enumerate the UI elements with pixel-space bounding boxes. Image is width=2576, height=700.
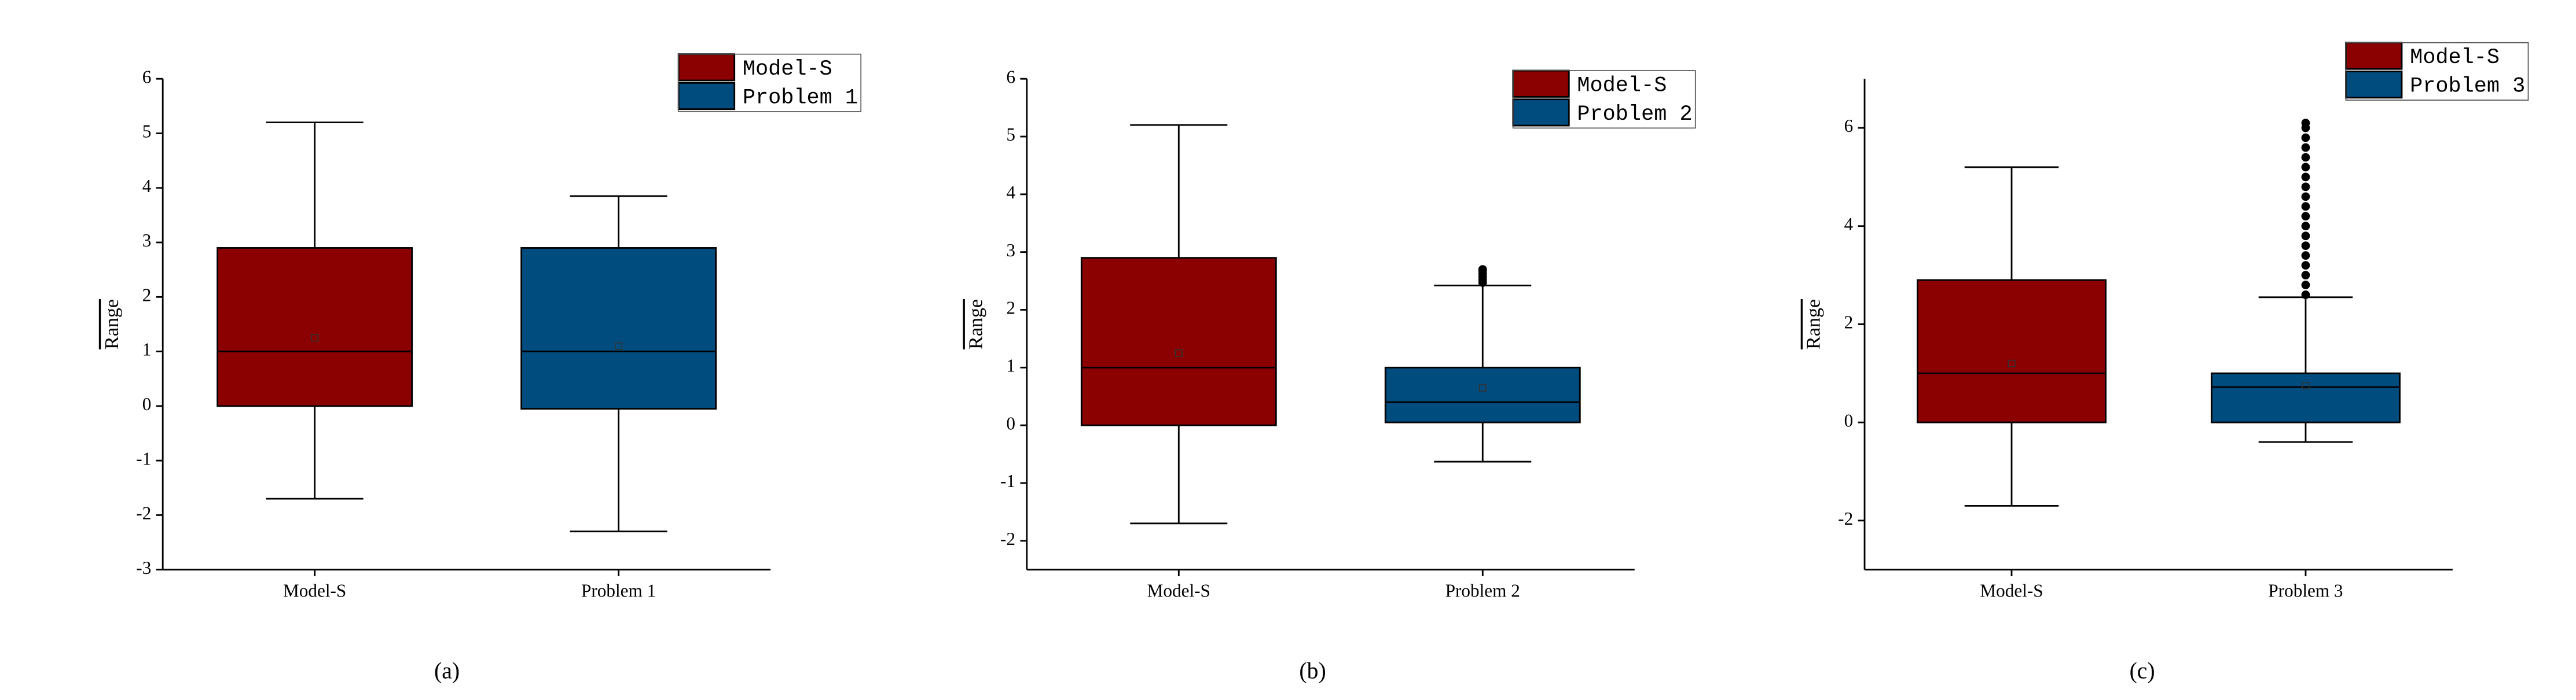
outlier bbox=[2301, 192, 2310, 201]
legend-frame bbox=[1512, 70, 1696, 129]
outlier bbox=[2301, 281, 2310, 289]
outlier bbox=[2301, 261, 2310, 270]
x-tick-label: Problem 2 bbox=[1445, 581, 1520, 601]
y-tick-label: 5 bbox=[1006, 124, 1015, 145]
outlier bbox=[2301, 222, 2310, 231]
outlier bbox=[2301, 119, 2310, 127]
y-tick-label: -3 bbox=[136, 558, 151, 578]
y-tick-label: 3 bbox=[1006, 240, 1015, 260]
outlier bbox=[2301, 163, 2310, 172]
outlier bbox=[2301, 153, 2310, 162]
mean bbox=[1175, 349, 1183, 357]
box bbox=[1080, 257, 1277, 426]
mean bbox=[1478, 384, 1487, 392]
y-tick-label: 2 bbox=[142, 285, 152, 305]
outlier bbox=[2301, 202, 2310, 211]
legend-label: Problem 1 bbox=[743, 86, 858, 110]
caption: (c) bbox=[2130, 658, 2155, 684]
mean bbox=[615, 342, 623, 350]
y-tick-label: 6 bbox=[1006, 67, 1015, 87]
x-tick-label: Model-S bbox=[1980, 581, 2043, 601]
outlier bbox=[2301, 212, 2310, 221]
mean bbox=[311, 334, 319, 342]
y-tick-label: 6 bbox=[142, 67, 152, 87]
box bbox=[1917, 279, 2107, 423]
caption: (a) bbox=[434, 658, 460, 684]
x-tick-label: Problem 3 bbox=[2268, 581, 2343, 601]
x-tick-label: Problem 1 bbox=[581, 581, 656, 601]
outlier bbox=[2301, 290, 2310, 299]
y-tick-label: 5 bbox=[142, 121, 152, 142]
y-axis-label: Range bbox=[101, 299, 123, 349]
y-tick-label: -2 bbox=[1838, 509, 1853, 529]
y-tick-label: 4 bbox=[1844, 214, 1854, 234]
y-tick-label: 1 bbox=[1006, 355, 1015, 375]
legend-frame bbox=[678, 53, 862, 112]
outlier bbox=[2301, 133, 2310, 142]
legend-label: Model-S bbox=[743, 57, 832, 82]
y-tick-label: 6 bbox=[1844, 116, 1854, 136]
y-tick-label: 0 bbox=[1006, 413, 1015, 433]
outlier bbox=[2301, 143, 2310, 152]
box bbox=[1384, 366, 1581, 423]
y-axis-label: Range bbox=[965, 299, 986, 349]
y-tick-label: 2 bbox=[1844, 312, 1854, 333]
outlier bbox=[2301, 251, 2310, 260]
x-tick-label: Model-S bbox=[283, 581, 346, 601]
legend-swatch bbox=[1512, 98, 1570, 127]
y-tick-label: -1 bbox=[136, 448, 151, 469]
caption: (b) bbox=[1299, 658, 1326, 684]
y-tick-label: -1 bbox=[1000, 471, 1015, 491]
outlier bbox=[2301, 231, 2310, 241]
outlier bbox=[2301, 271, 2310, 279]
box bbox=[520, 247, 717, 410]
y-tick-label: 0 bbox=[142, 394, 152, 414]
legend-label: Problem 3 bbox=[2410, 75, 2525, 99]
legend-swatch bbox=[2345, 71, 2403, 99]
legend-label: Model-S bbox=[1577, 73, 1667, 98]
legend-swatch bbox=[677, 82, 736, 110]
y-tick-label: 4 bbox=[142, 176, 152, 196]
box bbox=[216, 247, 413, 407]
legend-label: Problem 2 bbox=[1577, 102, 1692, 127]
legend-swatch bbox=[1512, 69, 1570, 98]
y-tick-label: -2 bbox=[1000, 529, 1015, 549]
outlier bbox=[2301, 172, 2310, 182]
outlier bbox=[2301, 182, 2310, 191]
y-tick-label: 0 bbox=[1844, 410, 1854, 430]
mean bbox=[2302, 381, 2310, 390]
outlier bbox=[2301, 241, 2310, 250]
outlier bbox=[1478, 265, 1487, 274]
y-axis-label: Range bbox=[1803, 299, 1825, 349]
y-tick-label: 1 bbox=[142, 340, 152, 360]
legend-swatch bbox=[2345, 42, 2403, 70]
legend-label: Model-S bbox=[2410, 46, 2500, 70]
y-tick-label: 4 bbox=[1006, 182, 1015, 202]
y-tick-label: -2 bbox=[136, 503, 151, 524]
y-tick-label: 2 bbox=[1006, 298, 1015, 318]
legend-swatch bbox=[677, 53, 736, 82]
legend-frame bbox=[2345, 42, 2529, 101]
mean bbox=[2008, 359, 2016, 367]
box bbox=[2210, 372, 2401, 423]
x-tick-label: Model-S bbox=[1147, 581, 1210, 601]
y-tick-label: 3 bbox=[142, 230, 152, 250]
